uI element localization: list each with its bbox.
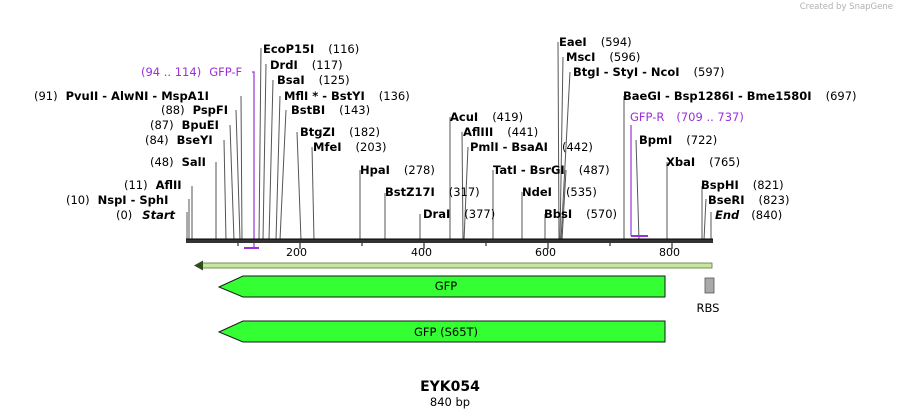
site-ecop15i[interactable]: EcoP15I (116) <box>263 42 359 56</box>
site-bpmi[interactable]: BpmI (722) <box>639 133 717 147</box>
plasmid-name: EYK054 <box>420 379 480 395</box>
site-nspi[interactable]: (10) NspI - SphI <box>66 193 168 207</box>
site-btgzi[interactable]: BtgZI (182) <box>300 125 380 139</box>
site-drdi[interactable]: DrdI (117) <box>270 58 343 72</box>
site-pvuii[interactable]: (91) PvuII - AlwNI - MspA1I <box>34 89 209 103</box>
ruler-label-800: 800 <box>659 246 680 259</box>
primer-gfp-f-line <box>252 71 259 249</box>
backbone <box>186 238 713 243</box>
ruler-label-600: 600 <box>535 246 556 259</box>
site-pmli[interactable]: PmlI - BsaAI (442) <box>470 140 593 154</box>
site-msci[interactable]: MscI (596) <box>566 50 640 64</box>
ruler-ticks <box>237 243 673 249</box>
primer-gfp-f[interactable] <box>244 71 259 249</box>
feature-gfp-s65t-arrow <box>217 320 666 343</box>
site-aflii[interactable]: (11) AflII <box>124 178 182 192</box>
feature-rbs-box <box>704 277 715 294</box>
feature-gfp-s65t-label: GFP (S65T) <box>414 325 478 339</box>
feature-gfp-arrow <box>217 275 666 298</box>
site-ndei[interactable]: NdeI (535) <box>522 185 597 199</box>
feature-gfp-label: GFP <box>435 279 458 293</box>
site-drai[interactable]: DraI (377) <box>423 207 495 221</box>
site-xbai[interactable]: XbaI (765) <box>666 155 740 169</box>
site-afliii[interactable]: AflIII (441) <box>463 125 538 139</box>
site-bseyi[interactable]: (84) BseYI <box>145 133 213 147</box>
site-bstz17i[interactable]: BstZ17I (317) <box>385 185 480 199</box>
site-sali[interactable]: (48) SalI <box>150 155 206 169</box>
site-bbsi[interactable]: BbsI (570) <box>544 207 617 221</box>
feature-rbs-label: RBS <box>697 301 720 315</box>
primer-gfp-r-label[interactable]: GFP-R (709 .. 737) <box>630 110 744 124</box>
site-eaei[interactable]: EaeI (594) <box>559 35 632 49</box>
ruler-label-400: 400 <box>411 246 432 259</box>
site-bstbi[interactable]: BstBI (143) <box>291 103 370 117</box>
site-mfli[interactable]: MflI * - BstYI (136) <box>284 89 410 103</box>
site-tati[interactable]: TatI - BsrGI (487) <box>493 163 610 177</box>
site-end[interactable]: End (840) <box>715 208 782 222</box>
site-baegi[interactable]: BaeGI - Bsp1286I - Bme1580I (697) <box>623 89 857 103</box>
ruler-label-200: 200 <box>286 246 307 259</box>
orf-arrow[interactable] <box>194 260 713 271</box>
site-bsphi[interactable]: BspHI (821) <box>701 178 784 192</box>
site-pspfi[interactable]: (88) PspFI <box>161 103 228 117</box>
plasmid-size: 840 bp <box>430 395 470 409</box>
site-btgi[interactable]: BtgI - StyI - NcoI (597) <box>573 65 724 79</box>
primer-gfp-r[interactable] <box>630 125 648 237</box>
feature-gfp[interactable]: GFP <box>217 275 666 298</box>
site-bsai[interactable]: BsaI (125) <box>277 73 350 87</box>
primer-gfp-f-label[interactable]: (94 .. 114) GFP-F <box>141 65 242 79</box>
site-start[interactable]: (0) Start <box>116 208 176 222</box>
site-hpai[interactable]: HpaI (278) <box>360 163 435 177</box>
feature-gfp-s65t[interactable]: GFP (S65T) <box>217 320 666 343</box>
site-bpuei[interactable]: (87) BpuEI <box>150 118 219 132</box>
site-acui[interactable]: AcuI (419) <box>450 110 523 124</box>
snapgene-credit: Created by SnapGene <box>799 2 893 12</box>
feature-rbs[interactable]: RBS <box>697 277 720 315</box>
site-mfei[interactable]: MfeI (203) <box>313 140 386 154</box>
site-bseri[interactable]: BseRI (823) <box>708 193 789 207</box>
cut-site-lines <box>186 41 712 241</box>
